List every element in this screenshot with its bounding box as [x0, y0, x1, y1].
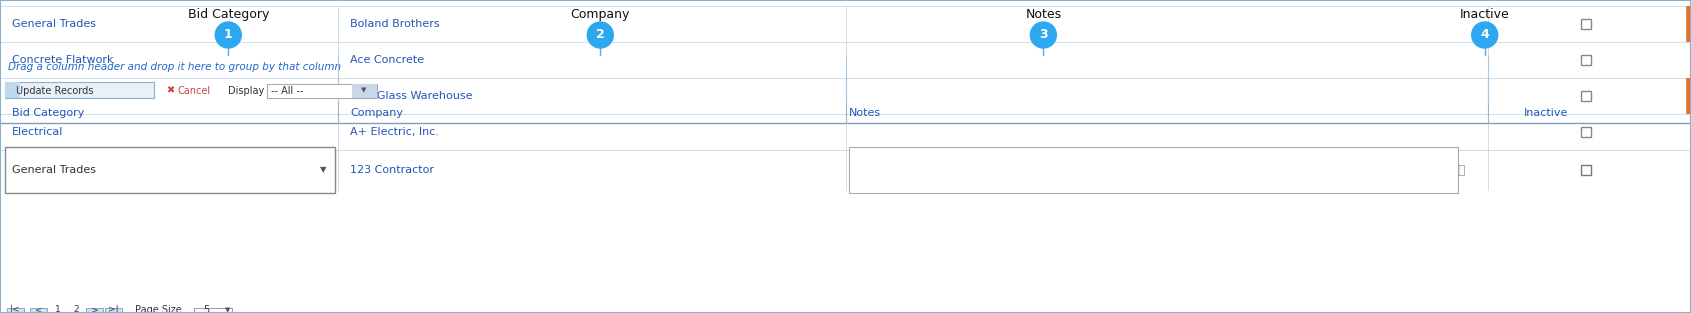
Text: Cancel: Cancel	[178, 85, 211, 95]
Text: 2: 2	[73, 305, 79, 313]
FancyBboxPatch shape	[352, 84, 377, 98]
Ellipse shape	[587, 22, 614, 48]
FancyBboxPatch shape	[194, 308, 232, 312]
FancyBboxPatch shape	[849, 147, 1458, 193]
FancyBboxPatch shape	[7, 308, 24, 312]
Text: 🔍: 🔍	[1458, 163, 1464, 177]
Text: >: >	[91, 305, 98, 313]
Text: ▼: ▼	[225, 307, 230, 313]
Text: Electrical: Electrical	[12, 127, 63, 137]
Text: Notes: Notes	[849, 108, 881, 118]
Text: 4: 4	[1480, 28, 1490, 42]
Text: ▼: ▼	[360, 88, 367, 94]
Text: 3: 3	[1038, 28, 1048, 42]
Text: |<: |<	[10, 305, 20, 313]
FancyBboxPatch shape	[1581, 91, 1591, 101]
FancyBboxPatch shape	[5, 82, 20, 98]
Text: A+ Electric, Inc.: A+ Electric, Inc.	[350, 127, 440, 137]
Text: 2: 2	[595, 28, 605, 42]
Text: General Trades: General Trades	[12, 165, 96, 175]
FancyBboxPatch shape	[86, 308, 103, 312]
Text: Ace Concrete: Ace Concrete	[350, 55, 424, 65]
Text: -- All --: -- All --	[271, 85, 304, 95]
Text: Bid Category: Bid Category	[188, 8, 269, 21]
Text: <: <	[36, 305, 42, 313]
Text: AAA Glass Warehouse: AAA Glass Warehouse	[350, 91, 472, 101]
Text: General Trades: General Trades	[12, 19, 96, 29]
Text: Notes: Notes	[1025, 8, 1062, 21]
FancyBboxPatch shape	[1581, 19, 1591, 29]
Text: 1: 1	[54, 305, 61, 313]
FancyBboxPatch shape	[5, 82, 154, 98]
Text: Company: Company	[350, 108, 402, 118]
Text: >|: >|	[108, 305, 118, 313]
Text: Update Records: Update Records	[17, 85, 93, 95]
FancyBboxPatch shape	[1581, 127, 1591, 137]
Text: Company: Company	[570, 8, 631, 21]
Text: 5: 5	[203, 305, 210, 313]
Text: Inactive: Inactive	[1524, 108, 1568, 118]
Ellipse shape	[215, 22, 242, 48]
Text: ✖: ✖	[166, 85, 174, 95]
Text: Concrete Flatwork: Concrete Flatwork	[12, 55, 113, 65]
Ellipse shape	[1030, 22, 1057, 48]
FancyBboxPatch shape	[267, 84, 377, 98]
Text: Page Size: Page Size	[135, 305, 183, 313]
Text: Inactive: Inactive	[1459, 8, 1510, 21]
Text: Boland Brothers: Boland Brothers	[350, 19, 440, 29]
FancyBboxPatch shape	[105, 308, 122, 312]
Text: Bid Category: Bid Category	[12, 108, 85, 118]
Text: 1: 1	[223, 28, 233, 42]
Text: Drag a column header and drop it here to group by that column: Drag a column header and drop it here to…	[8, 61, 342, 71]
FancyBboxPatch shape	[30, 308, 47, 312]
FancyBboxPatch shape	[1581, 55, 1591, 65]
Text: Display: Display	[228, 85, 264, 95]
FancyBboxPatch shape	[5, 147, 335, 193]
FancyBboxPatch shape	[1581, 165, 1591, 175]
Ellipse shape	[1471, 22, 1498, 48]
Text: ▼: ▼	[320, 166, 326, 175]
Text: 123 Contractor: 123 Contractor	[350, 165, 435, 175]
Text: Doors: Doors	[12, 91, 44, 101]
